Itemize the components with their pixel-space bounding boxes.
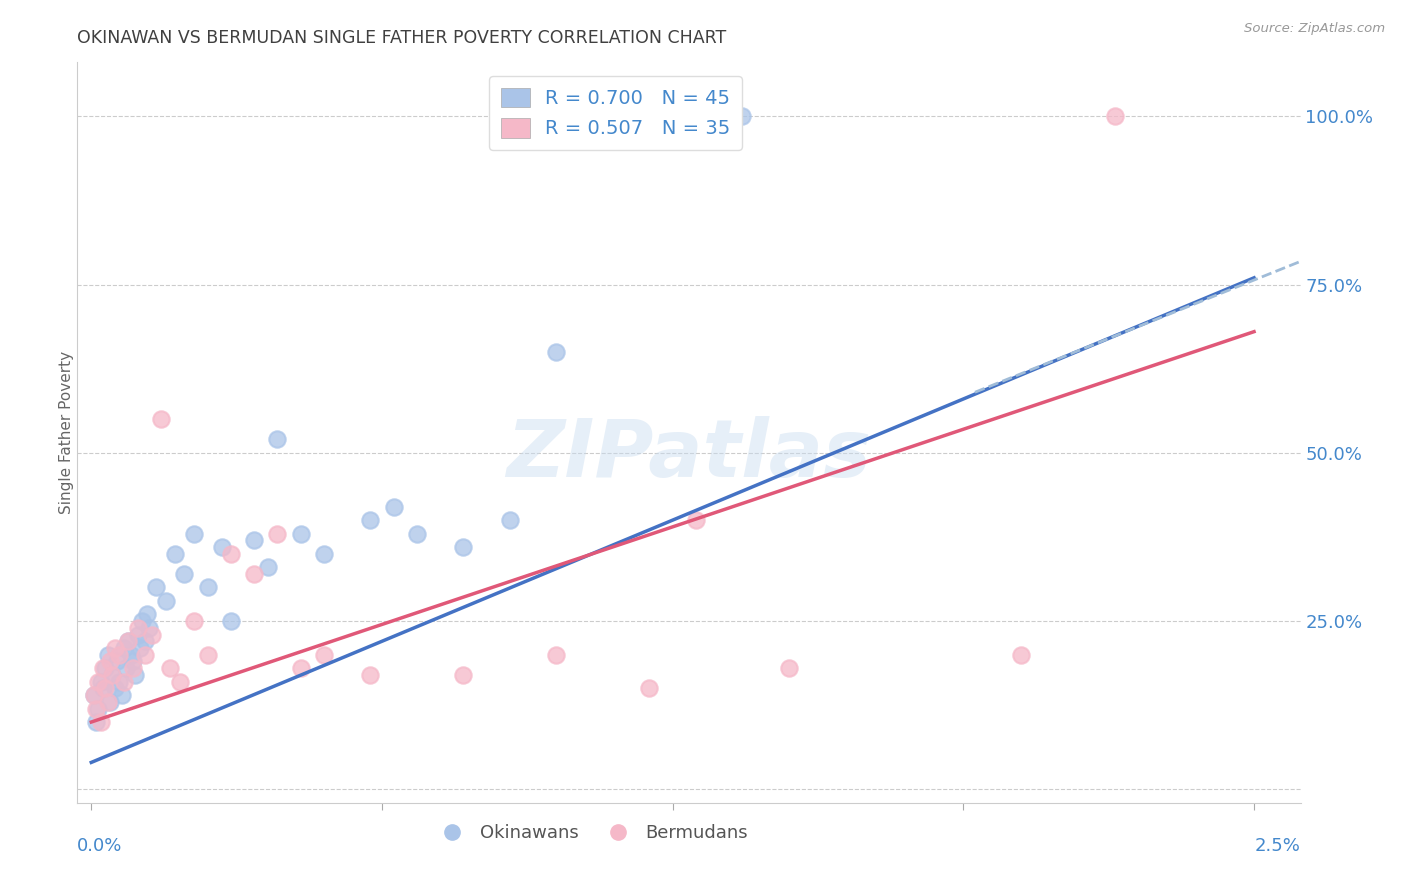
- Point: [546, 648, 568, 662]
- Point: [136, 607, 159, 622]
- Point: [312, 648, 335, 662]
- Point: [257, 560, 280, 574]
- Point: [101, 668, 124, 682]
- Text: Source: ZipAtlas.com: Source: ZipAtlas.com: [1244, 22, 1385, 36]
- Y-axis label: Single Father Poverty: Single Father Poverty: [59, 351, 73, 514]
- Point: [98, 655, 121, 669]
- Point: [359, 513, 381, 527]
- Point: [94, 661, 117, 675]
- Point: [87, 674, 110, 689]
- Point: [97, 695, 120, 709]
- Point: [91, 681, 114, 696]
- Point: [94, 681, 117, 696]
- Point: [134, 634, 156, 648]
- Point: [117, 634, 139, 648]
- Point: [112, 674, 135, 689]
- Point: [98, 695, 121, 709]
- Point: [97, 648, 120, 662]
- Point: [84, 701, 107, 715]
- Point: [197, 648, 219, 662]
- Point: [84, 714, 107, 729]
- Point: [359, 668, 381, 682]
- Point: [685, 513, 707, 527]
- Point: [405, 526, 427, 541]
- Text: 2.5%: 2.5%: [1254, 837, 1301, 855]
- Point: [453, 668, 475, 682]
- Point: [1104, 109, 1126, 123]
- Legend: Okinawans, Bermudans: Okinawans, Bermudans: [427, 817, 755, 849]
- Point: [127, 621, 149, 635]
- Point: [134, 648, 156, 662]
- Point: [145, 581, 167, 595]
- Point: [382, 500, 405, 514]
- Point: [163, 547, 186, 561]
- Point: [1011, 648, 1033, 662]
- Point: [101, 668, 124, 682]
- Point: [103, 640, 125, 655]
- Point: [129, 640, 152, 655]
- Point: [778, 661, 800, 675]
- Point: [110, 688, 132, 702]
- Point: [108, 648, 131, 662]
- Point: [183, 614, 205, 628]
- Text: OKINAWAN VS BERMUDAN SINGLE FATHER POVERTY CORRELATION CHART: OKINAWAN VS BERMUDAN SINGLE FATHER POVER…: [77, 29, 727, 47]
- Point: [731, 109, 754, 123]
- Point: [103, 681, 125, 696]
- Point: [266, 526, 288, 541]
- Point: [122, 661, 145, 675]
- Point: [290, 661, 312, 675]
- Point: [87, 701, 110, 715]
- Point: [122, 655, 145, 669]
- Point: [159, 661, 181, 675]
- Point: [141, 627, 163, 641]
- Point: [290, 526, 312, 541]
- Point: [131, 614, 153, 628]
- Text: ZIPatlas: ZIPatlas: [506, 416, 872, 494]
- Point: [90, 674, 112, 689]
- Point: [117, 634, 139, 648]
- Point: [120, 648, 142, 662]
- Point: [453, 540, 475, 554]
- Point: [499, 513, 522, 527]
- Point: [115, 661, 138, 675]
- Point: [83, 688, 105, 702]
- Point: [312, 547, 335, 561]
- Point: [124, 668, 146, 682]
- Point: [90, 714, 112, 729]
- Point: [108, 674, 131, 689]
- Point: [243, 533, 266, 548]
- Point: [211, 540, 233, 554]
- Point: [173, 566, 195, 581]
- Point: [219, 547, 242, 561]
- Point: [138, 621, 160, 635]
- Point: [219, 614, 242, 628]
- Point: [83, 688, 105, 702]
- Point: [243, 566, 266, 581]
- Point: [169, 674, 191, 689]
- Point: [638, 681, 661, 696]
- Point: [183, 526, 205, 541]
- Point: [112, 640, 135, 655]
- Point: [127, 627, 149, 641]
- Text: 0.0%: 0.0%: [77, 837, 122, 855]
- Point: [266, 433, 288, 447]
- Point: [150, 412, 173, 426]
- Point: [91, 661, 114, 675]
- Point: [155, 594, 177, 608]
- Point: [105, 655, 128, 669]
- Point: [197, 581, 219, 595]
- Point: [546, 344, 568, 359]
